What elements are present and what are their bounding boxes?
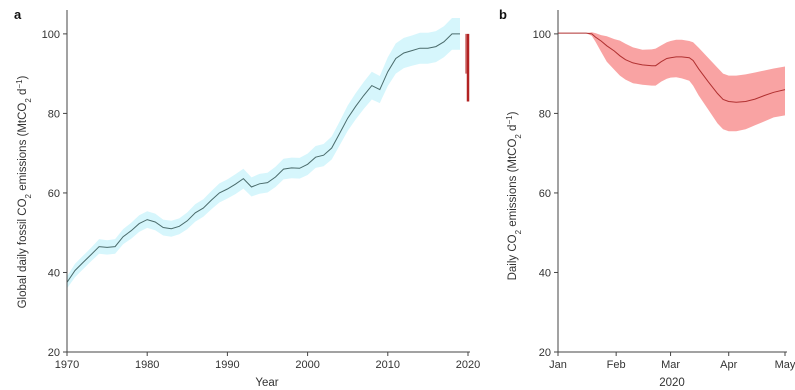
panel-b-plot-area bbox=[558, 32, 786, 132]
panel-a-chart: a 20 40 60 80 100 1970 1980 1990 2000 2010 2020 Ye… bbox=[14, 7, 480, 389]
panel-b-letter: b bbox=[499, 7, 507, 22]
x-tick-label: Apr bbox=[720, 359, 737, 371]
uncertainty-band bbox=[558, 32, 785, 132]
x-tick-label: May bbox=[775, 359, 795, 371]
y-tick-label: 20 bbox=[48, 347, 60, 359]
y-tick-label: 60 bbox=[48, 188, 60, 200]
x-tick-label: 2010 bbox=[376, 359, 400, 371]
y-tick-label: 40 bbox=[539, 267, 551, 279]
uncertainty-band bbox=[67, 18, 460, 289]
y-tick-label: 60 bbox=[539, 188, 551, 200]
x-tick-label: 2000 bbox=[295, 359, 319, 371]
x-tick-label: 1990 bbox=[215, 359, 239, 371]
panel-a-axes: 20 40 60 80 100 1970 1980 1990 2000 2010 2020 bbox=[42, 10, 480, 371]
y-tick-label: 40 bbox=[48, 267, 60, 279]
panel-b-x-axis-label: 2020 bbox=[659, 377, 685, 389]
emissions-line bbox=[66, 33, 460, 283]
y-tick-label: 100 bbox=[533, 29, 551, 41]
x-tick-label: 1970 bbox=[55, 359, 79, 371]
panel-b-y-axis-label: Daily CO2 emissions (MtCO2 d−1) bbox=[505, 111, 523, 280]
x-tick-label: Jan bbox=[549, 359, 567, 371]
panel-a-y-axis-label: Global daily fossil CO2 emissions (MtCO2… bbox=[15, 75, 33, 308]
panel-a-letter: a bbox=[14, 7, 22, 22]
panel-b-chart: b 20 40 60 80 100 Jan Feb Mar Apr May 2020 Daily … bbox=[499, 7, 795, 389]
x-tick-label: 1980 bbox=[135, 359, 159, 371]
y-tick-label: 20 bbox=[539, 347, 551, 359]
emissions-line bbox=[558, 32, 786, 103]
x-tick-label: Feb bbox=[607, 359, 626, 371]
panel-b-axes: 20 40 60 80 100 Jan Feb Mar Apr May bbox=[533, 10, 795, 371]
x-tick-label: 2020 bbox=[456, 359, 480, 371]
panel-a-x-axis-label: Year bbox=[255, 377, 278, 389]
panel-a-plot-area bbox=[66, 18, 470, 289]
y-tick-label: 80 bbox=[539, 108, 551, 120]
x-tick-label: Mar bbox=[661, 359, 680, 371]
y-tick-label: 100 bbox=[42, 29, 60, 41]
y-tick-label: 80 bbox=[48, 108, 60, 120]
